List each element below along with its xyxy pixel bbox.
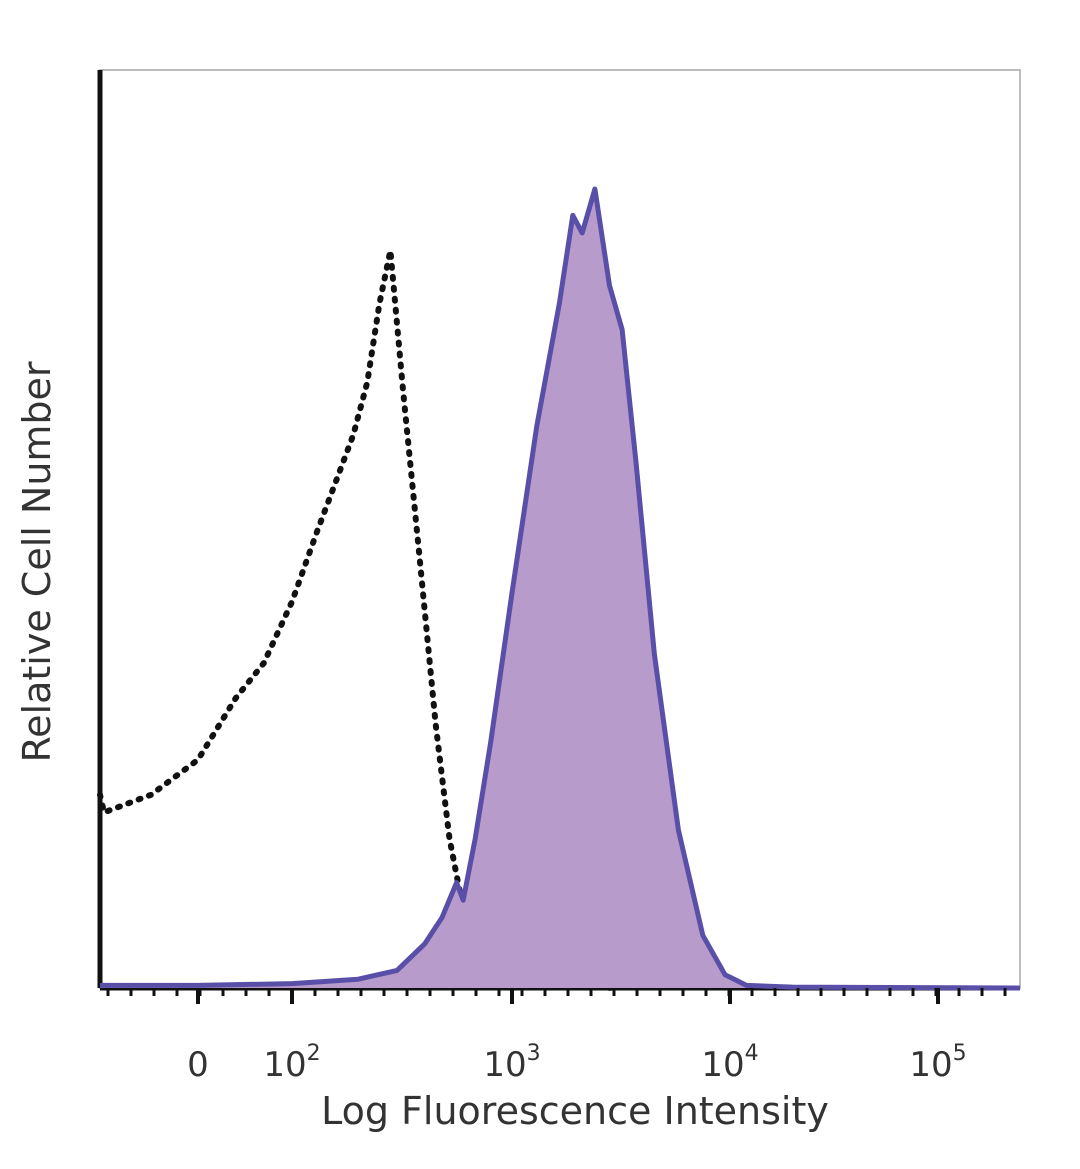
stained-histogram-line xyxy=(100,186,1021,991)
x-tick-label: 0 xyxy=(187,1045,209,1085)
x-tick-label: 104 xyxy=(701,1041,758,1085)
x-tick-label: 102 xyxy=(263,1041,320,1085)
stained-histogram-fill xyxy=(100,189,1020,988)
y-axis-title: Relative Cell Number xyxy=(15,361,59,762)
x-axis-title: Log Fluorescence Intensity xyxy=(321,1089,829,1133)
x-tick-label: 103 xyxy=(483,1041,540,1085)
x-tick-label: 105 xyxy=(909,1041,966,1085)
